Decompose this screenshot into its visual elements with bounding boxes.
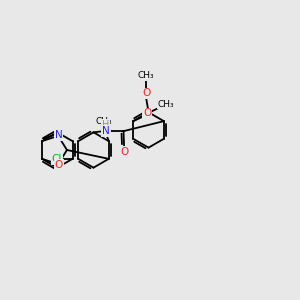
Text: O: O bbox=[55, 160, 63, 170]
Text: H: H bbox=[102, 120, 110, 130]
Text: Cl: Cl bbox=[52, 154, 62, 164]
Text: N: N bbox=[55, 130, 63, 140]
Text: CH₃: CH₃ bbox=[95, 117, 112, 126]
Text: O: O bbox=[142, 88, 150, 98]
Text: O: O bbox=[120, 147, 128, 157]
Text: CH₃: CH₃ bbox=[157, 100, 174, 109]
Text: N: N bbox=[102, 126, 110, 136]
Text: CH₃: CH₃ bbox=[138, 71, 154, 80]
Text: O: O bbox=[143, 109, 152, 118]
